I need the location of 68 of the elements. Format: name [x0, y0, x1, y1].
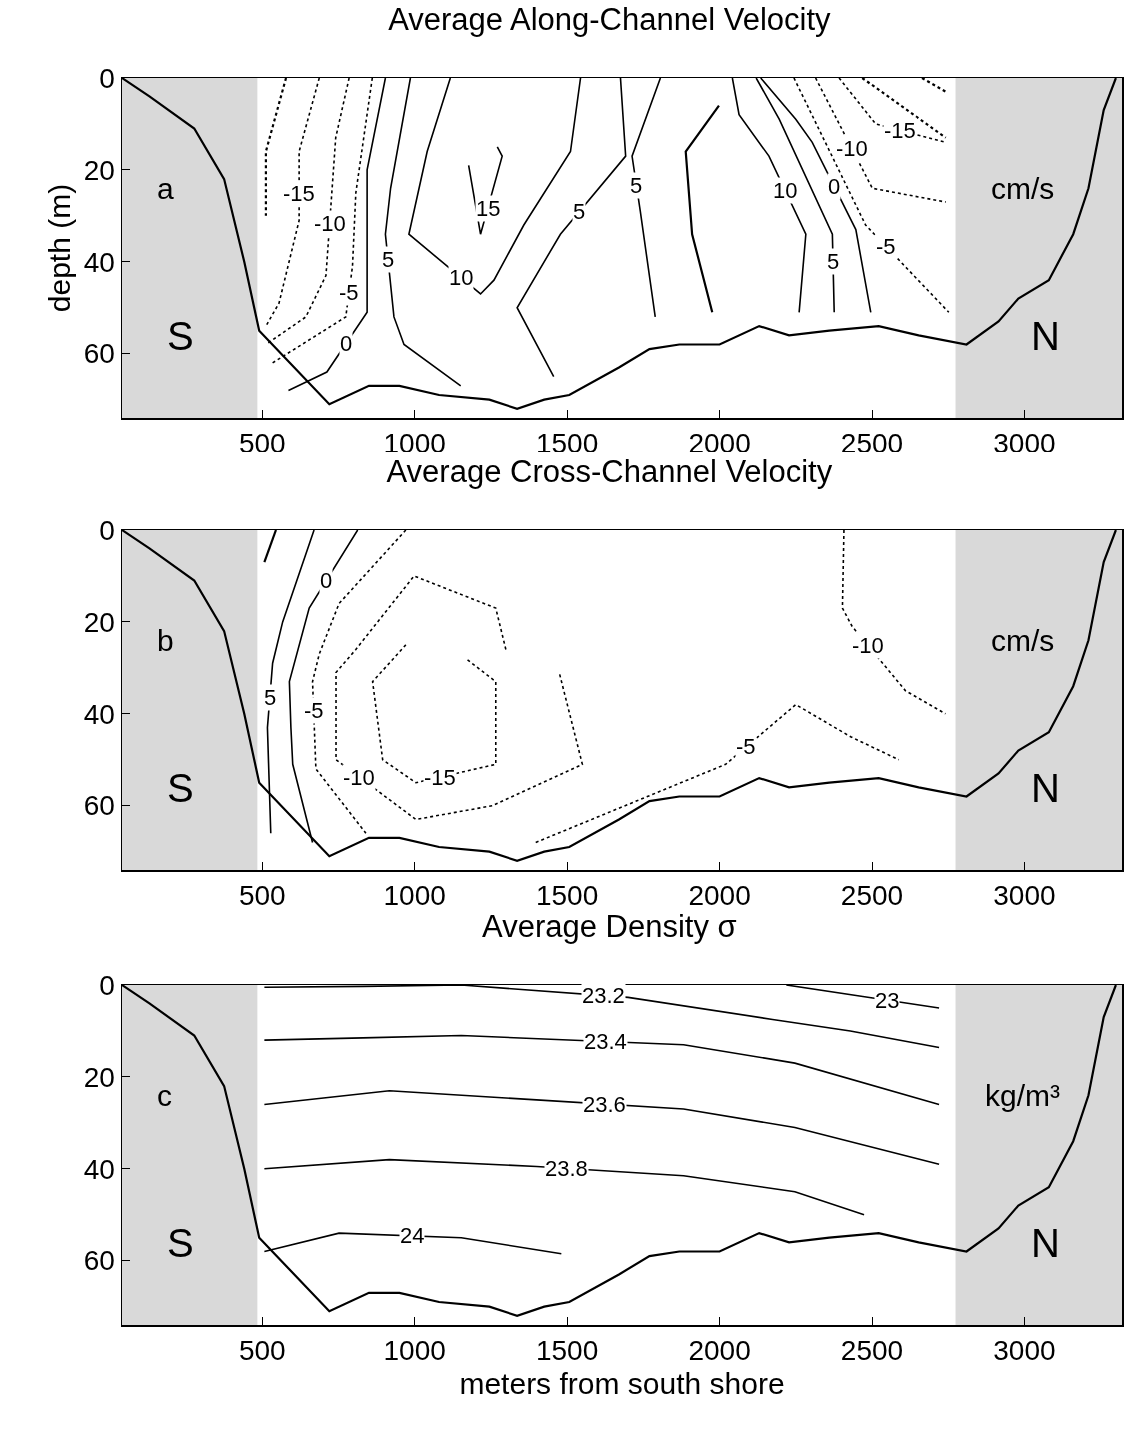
- series-label: -15: [424, 765, 456, 790]
- y-tick-label: 20: [83, 1061, 115, 1093]
- series-label: 23.6: [583, 1092, 626, 1117]
- annotation: N: [1031, 1221, 1060, 1265]
- series-label: 23.8: [545, 1156, 588, 1181]
- series-label: 0: [320, 568, 333, 593]
- series-label: -10: [852, 633, 884, 658]
- y-tick-label: 60: [83, 1245, 115, 1277]
- x-tick-label: 2000: [688, 1335, 751, 1367]
- series-label: 5: [573, 199, 586, 224]
- annotation: cm/s: [991, 624, 1055, 657]
- y-axis-title: depth (m): [42, 183, 76, 313]
- series-label: 23.4: [584, 1029, 627, 1054]
- x-tick-label: 500: [238, 1335, 286, 1367]
- x-tick-label: 3000: [993, 880, 1056, 912]
- x-axis-title: meters from south shore: [459, 1367, 785, 1401]
- x-tick-label: 1000: [383, 1335, 446, 1367]
- series-label: 23: [875, 988, 900, 1013]
- x-tick-label: 2500: [840, 880, 904, 912]
- annotation: S: [167, 1221, 194, 1265]
- annotation: S: [167, 314, 194, 358]
- x-tick-label: 1500: [535, 1335, 599, 1367]
- series-label: -15: [884, 118, 916, 143]
- series-label: 23.2: [582, 983, 625, 1008]
- annotation: S: [167, 766, 194, 810]
- annotation: b: [157, 624, 174, 657]
- x-tick-label: 1000: [383, 880, 446, 912]
- annotation: a: [157, 172, 174, 205]
- y-tick-label: 20: [83, 154, 115, 186]
- series-label: 24: [400, 1223, 425, 1248]
- y-tick-label: 60: [83, 790, 115, 822]
- series-label: 5: [630, 173, 643, 198]
- y-tick-label: 40: [83, 698, 115, 730]
- series-label: 10: [449, 265, 474, 290]
- series-label: 5: [264, 685, 277, 710]
- series-label: -10: [314, 211, 346, 236]
- series-label: 0: [828, 174, 841, 199]
- x-tick-label: 500: [238, 428, 286, 460]
- series-label: 5: [382, 247, 395, 272]
- y-tick-label: 20: [83, 606, 115, 638]
- series-label: -15: [283, 181, 315, 206]
- series-label: -5: [876, 234, 896, 259]
- x-tick-label: 2500: [840, 1335, 904, 1367]
- series-label: -5: [339, 280, 359, 305]
- y-tick-label: 60: [83, 338, 115, 370]
- y-tick-label: 40: [83, 1153, 115, 1185]
- y-tick-label: 0: [99, 514, 115, 546]
- x-tick-label: 3000: [993, 428, 1056, 460]
- annotation: N: [1031, 314, 1060, 358]
- annotation: cm/s: [991, 172, 1055, 205]
- series-label: 10: [773, 178, 798, 203]
- annotation: c: [157, 1079, 172, 1112]
- y-tick-label: 0: [99, 969, 115, 1001]
- annotation: N: [1031, 766, 1060, 810]
- series-label: -10: [836, 136, 868, 161]
- series-label: -5: [736, 734, 756, 759]
- series-label: -5: [304, 698, 324, 723]
- annotation: kg/m³: [985, 1079, 1061, 1112]
- x-tick-label: 3000: [993, 1335, 1056, 1367]
- x-tick-label: 500: [238, 880, 286, 912]
- chart-title: Average Cross-Channel Velocity: [386, 453, 833, 489]
- y-tick-label: 40: [83, 246, 115, 278]
- series-label: -10: [343, 765, 375, 790]
- chart-title: Average Along-Channel Velocity: [388, 1, 832, 37]
- series-label: 5: [827, 249, 840, 274]
- series-label: 0: [340, 331, 353, 356]
- y-tick-label: 0: [99, 62, 115, 94]
- series-label: 15: [476, 196, 501, 221]
